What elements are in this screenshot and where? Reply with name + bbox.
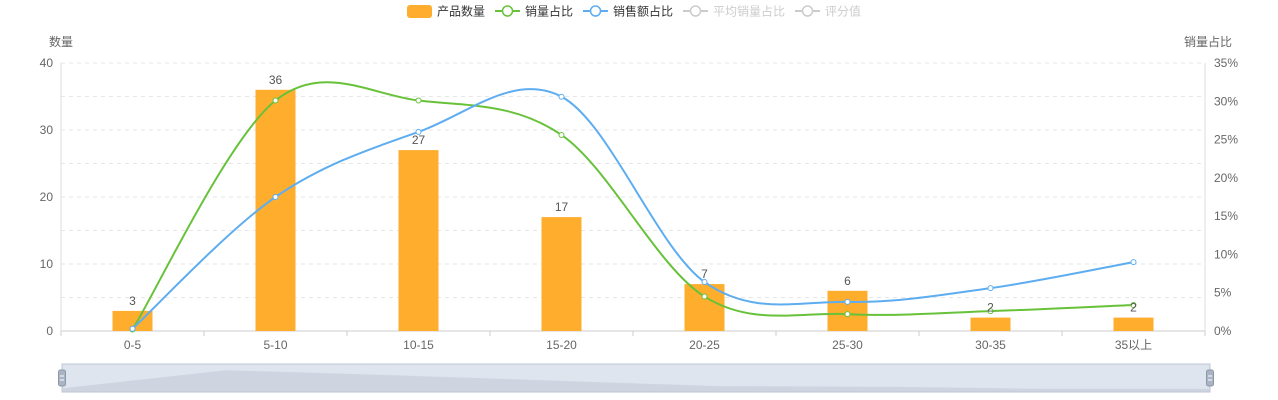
line-point[interactable] <box>129 325 136 332</box>
line-point[interactable] <box>701 278 708 285</box>
bar[interactable] <box>970 317 1011 331</box>
bar-value-label: 7 <box>701 267 708 281</box>
bar[interactable] <box>255 89 296 331</box>
zoom-handle-grip[interactable] <box>58 369 66 387</box>
line-point[interactable] <box>987 285 994 292</box>
bar[interactable] <box>112 310 153 331</box>
bar[interactable] <box>398 150 439 331</box>
line-point[interactable] <box>558 131 565 138</box>
legend-item[interactable]: 销量占比 <box>495 4 573 19</box>
right-tick-label: 35% <box>1214 56 1238 70</box>
line-point[interactable] <box>272 194 279 200</box>
x-tick-label: 0-5 <box>124 338 142 352</box>
legend-label: 平均销量占比 <box>713 4 785 19</box>
zoom-data-shadow <box>62 370 1210 392</box>
bar-series <box>112 89 1154 331</box>
x-tick-label: 5-10 <box>263 338 287 352</box>
bar[interactable] <box>1113 317 1154 331</box>
right-tick-label: 15% <box>1214 209 1238 223</box>
legend-item[interactable]: 产品数量 <box>407 4 485 19</box>
line-series <box>129 81 1137 333</box>
data-labels: 3 36 27 17 7 6 2 2 <box>129 73 1137 315</box>
line-point[interactable] <box>844 298 851 305</box>
bar-value-label: 2 <box>987 301 994 315</box>
line-point[interactable] <box>987 308 994 315</box>
legend-label: 销售额占比 <box>613 4 673 19</box>
x-tick-label: 10-15 <box>403 338 434 352</box>
right-tick-label: 5% <box>1214 286 1232 300</box>
line-point[interactable] <box>415 128 422 135</box>
legend-marker <box>589 5 602 17</box>
left-tick-label: 20 <box>40 190 54 204</box>
line-point[interactable] <box>415 97 422 104</box>
x-tick-label: 30-35 <box>975 338 1006 352</box>
zoom-handle-grip[interactable] <box>1206 369 1214 387</box>
right-tick-label: 25% <box>1214 133 1238 147</box>
legend-marker <box>501 5 514 17</box>
zoom-slider[interactable] <box>58 363 1214 393</box>
zoom-handle[interactable] <box>58 369 66 387</box>
right-tick-label: 30% <box>1214 94 1238 108</box>
axes: 0-5 5-10 10-15 15-20 20-25 25-30 30-35 35以上 0 10 2… <box>40 56 1239 352</box>
bar[interactable] <box>541 217 582 331</box>
line-path[interactable] <box>131 88 1134 330</box>
bar-value-label: 6 <box>844 274 851 288</box>
right-axis-title: 销量占比 <box>1184 34 1232 49</box>
legend-label: 评分值 <box>825 4 861 19</box>
legend-marker <box>801 5 814 17</box>
right-tick-label: 0% <box>1214 324 1232 338</box>
line-point[interactable] <box>701 293 708 300</box>
legend-bar-swatch <box>407 5 432 18</box>
legend-item[interactable]: 评分值 <box>795 4 861 19</box>
bar-value-label: 3 <box>129 294 136 308</box>
line-point[interactable] <box>1130 259 1137 266</box>
right-tick-label: 20% <box>1214 171 1238 185</box>
bar-value-label: 27 <box>412 133 426 147</box>
zoom-handle[interactable] <box>1206 369 1214 387</box>
left-axis-title: 数量 <box>49 34 73 49</box>
line-point[interactable] <box>558 93 565 100</box>
right-tick-label: 10% <box>1214 247 1238 261</box>
left-tick-label: 0 <box>46 324 53 338</box>
grid-lines <box>61 62 1205 298</box>
x-tick-label: 20-25 <box>689 338 720 352</box>
bar-value-label: 17 <box>555 200 569 214</box>
left-tick-label: 30 <box>40 123 54 137</box>
line-point[interactable] <box>844 311 851 318</box>
left-tick-label: 40 <box>40 56 54 70</box>
legend: 产品数量 销量占比 销售额占比 平均销量占比 评分值 <box>407 4 861 19</box>
legend-item[interactable]: 销售额占比 <box>583 4 673 19</box>
line-point[interactable] <box>272 97 279 104</box>
x-tick-label: 35以上 <box>1115 338 1152 352</box>
bar-value-label: 2 <box>1130 301 1137 315</box>
legend-marker <box>689 5 702 17</box>
legend-label: 产品数量 <box>437 4 485 19</box>
bar[interactable] <box>684 284 725 331</box>
bar-value-label: 36 <box>269 73 283 87</box>
bar[interactable] <box>827 290 868 331</box>
line-point[interactable] <box>1130 301 1137 308</box>
x-tick-label: 15-20 <box>546 338 577 352</box>
legend-item[interactable]: 平均销量占比 <box>683 4 785 19</box>
legend-label: 销量占比 <box>525 4 573 19</box>
left-tick-label: 10 <box>40 257 54 271</box>
x-tick-label: 25-30 <box>832 338 863 352</box>
